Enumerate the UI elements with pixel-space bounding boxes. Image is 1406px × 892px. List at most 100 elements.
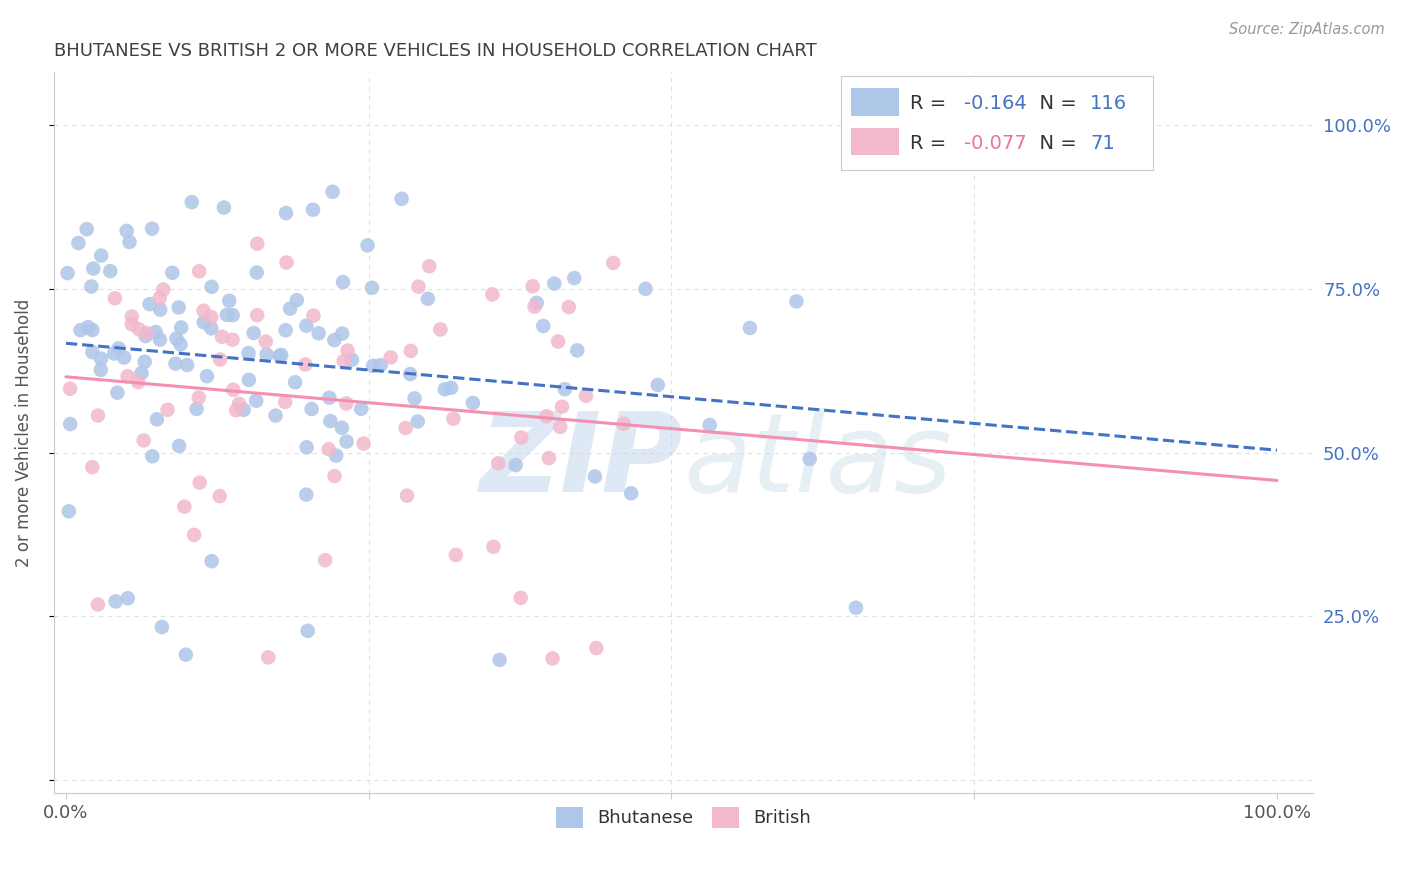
Point [167, 439, 190, 453]
Point [270, 348, 292, 362]
Point [105, 385, 128, 400]
Point [634, 282, 657, 296]
Point [103, 346, 125, 360]
Point [238, 373, 260, 387]
Point [322, 185, 344, 199]
Point [558, 300, 581, 314]
Point [246, 266, 269, 280]
Point [212, 201, 235, 215]
Point [350, 401, 373, 416]
Point [80, 279, 103, 293]
Point [150, 620, 173, 634]
Point [170, 320, 193, 334]
Point [225, 403, 247, 417]
Point [294, 358, 316, 372]
Point [323, 469, 346, 483]
Point [211, 330, 233, 344]
Point [548, 420, 571, 434]
Point [117, 591, 139, 606]
Point [242, 326, 264, 340]
Text: atlas: atlas [683, 409, 952, 516]
Point [167, 301, 190, 315]
Point [200, 310, 222, 324]
Point [257, 650, 280, 665]
Point [522, 279, 544, 293]
Text: 71: 71 [1091, 134, 1115, 153]
Point [510, 430, 533, 444]
Point [115, 224, 138, 238]
Point [567, 343, 589, 358]
Point [201, 554, 224, 568]
Point [215, 308, 238, 322]
Text: 116: 116 [1091, 94, 1128, 113]
Point [318, 442, 340, 457]
Point [325, 449, 347, 463]
Point [394, 421, 416, 435]
Point [145, 325, 167, 339]
Point [138, 297, 160, 311]
Point [526, 295, 548, 310]
Point [391, 192, 413, 206]
Point [188, 264, 211, 278]
Point [121, 310, 143, 324]
Y-axis label: 2 or more Vehicles in Household: 2 or more Vehicles in Household [15, 299, 32, 567]
Point [585, 641, 607, 656]
Point [104, 594, 127, 608]
Point [173, 500, 195, 514]
Point [541, 651, 564, 665]
Point [56, 266, 79, 280]
Text: R =: R = [910, 94, 953, 113]
Point [269, 349, 291, 363]
Point [505, 458, 527, 472]
Point [156, 402, 179, 417]
Point [118, 235, 141, 249]
Point [418, 259, 440, 273]
Point [149, 291, 172, 305]
Text: -0.164: -0.164 [965, 94, 1028, 113]
Text: Source: ZipAtlas.com: Source: ZipAtlas.com [1229, 22, 1385, 37]
Point [488, 653, 510, 667]
Point [127, 375, 149, 389]
Point [132, 434, 155, 448]
Text: ZIP: ZIP [479, 409, 683, 516]
Point [330, 326, 353, 341]
Point [845, 600, 868, 615]
Point [149, 302, 172, 317]
Point [308, 326, 330, 341]
Point [509, 591, 531, 605]
Point [361, 281, 384, 295]
Point [82, 460, 104, 475]
Point [193, 315, 215, 329]
Point [429, 322, 451, 336]
Point [121, 318, 143, 332]
Point [135, 329, 157, 343]
Point [395, 489, 418, 503]
Point [165, 331, 187, 345]
Point [536, 409, 558, 424]
Point [146, 412, 169, 426]
Point [404, 392, 426, 406]
Point [399, 343, 422, 358]
Point [461, 396, 484, 410]
Point [330, 421, 353, 435]
Point [90, 249, 112, 263]
Point [319, 414, 342, 428]
Point [128, 322, 150, 336]
Point [295, 318, 318, 333]
Point [276, 255, 298, 269]
Point [356, 238, 378, 252]
Point [481, 287, 503, 301]
Point [612, 417, 634, 431]
Point [149, 333, 172, 347]
Point [799, 451, 821, 466]
Point [433, 382, 456, 396]
Point [416, 292, 439, 306]
Point [107, 341, 129, 355]
Point [193, 303, 215, 318]
Point [264, 409, 287, 423]
Point [104, 291, 127, 305]
Point [117, 369, 139, 384]
Point [353, 436, 375, 450]
Point [200, 321, 222, 335]
Point [295, 440, 318, 454]
